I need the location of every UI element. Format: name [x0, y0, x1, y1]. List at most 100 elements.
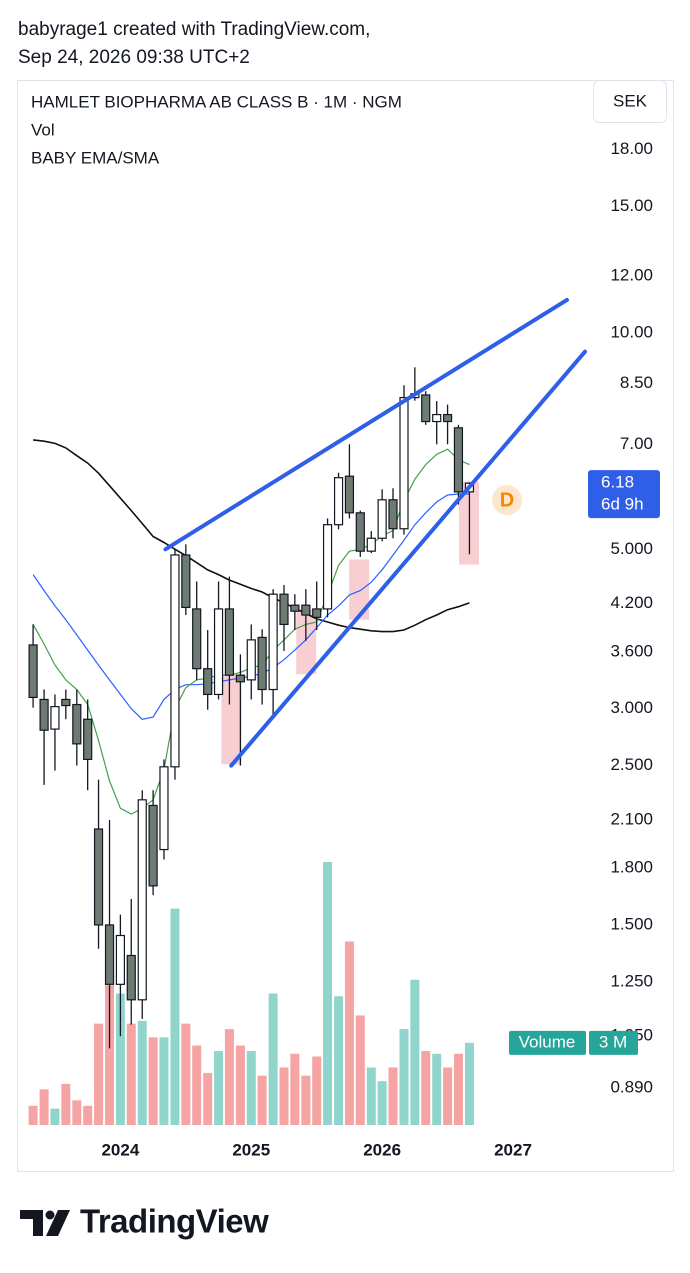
volume-bar — [203, 1072, 213, 1125]
candle-body — [104, 924, 115, 985]
volume-badge — [589, 1030, 638, 1055]
volume-bar — [137, 1020, 147, 1125]
candle-body — [421, 394, 431, 423]
volume-bar — [105, 985, 115, 1125]
candle-body — [148, 804, 158, 887]
candle-body — [333, 477, 344, 526]
volume-bar — [126, 1023, 136, 1125]
volume-bar — [355, 1015, 365, 1125]
candle-body — [159, 766, 169, 851]
volume-bar — [464, 1042, 474, 1125]
y-tick-label: 1.800 — [610, 858, 653, 877]
candle-body — [137, 799, 147, 1001]
y-tick-label: 12.00 — [610, 266, 653, 285]
indicator-line — [33, 439, 470, 633]
y-tick-label: 15.00 — [610, 196, 653, 215]
candle-body — [377, 499, 387, 539]
x-tick-label: 2026 — [363, 1140, 401, 1159]
volume-bar — [28, 1105, 38, 1125]
volume-bar — [224, 1029, 234, 1125]
candle-body — [290, 604, 300, 612]
volume-bar — [344, 941, 354, 1125]
y-tick-label: 4.200 — [610, 593, 653, 612]
y-tick-label: 2.500 — [610, 755, 653, 774]
indicator-label: BABY EMA/SMA — [31, 148, 160, 167]
candle-body — [93, 828, 104, 926]
volume-bar — [246, 1051, 256, 1125]
logo-icon — [20, 1210, 43, 1236]
volume-bar — [61, 1083, 71, 1125]
candle-body — [28, 644, 38, 699]
volume-bar — [388, 1067, 398, 1125]
volume-bar — [432, 1053, 442, 1125]
y-tick-label: 18.00 — [610, 139, 653, 158]
plot-layer — [28, 297, 587, 1125]
volume-bar — [377, 1081, 387, 1125]
candle-body — [83, 718, 93, 760]
candle-body — [39, 698, 49, 731]
y-tick-label: 10.00 — [610, 323, 653, 342]
volume-name: Volume — [519, 1032, 576, 1051]
event-label: D — [500, 489, 514, 511]
volume-bar — [39, 1089, 49, 1125]
trendline — [229, 349, 587, 768]
volume-bar — [453, 1053, 463, 1125]
y-tick-label: 1.500 — [610, 914, 653, 933]
volume-bar — [192, 1045, 202, 1125]
currency-label: SEK — [613, 91, 648, 110]
volume-bar — [421, 1051, 431, 1125]
event-badge — [491, 485, 522, 516]
volume-badge — [509, 1030, 586, 1055]
candle-body — [442, 413, 453, 423]
x-tick-label: 2027 — [494, 1140, 532, 1159]
candle-body — [257, 636, 267, 691]
volume-bar — [312, 1056, 322, 1125]
volume-bar — [159, 1037, 169, 1125]
header-date: Sep 24, 2026 09:38 UTC+2 — [18, 47, 250, 68]
highlight-zone — [221, 674, 242, 765]
logo: TradingView — [20, 1203, 270, 1240]
volume-bar — [50, 1108, 60, 1125]
x-tick-label: 2024 — [101, 1140, 139, 1159]
candle-body — [366, 537, 376, 552]
candle-body — [322, 524, 333, 610]
volume-bar — [170, 908, 180, 1125]
candle-body — [432, 413, 442, 423]
candle-body — [50, 705, 60, 730]
last-price-badge — [588, 470, 660, 519]
candle-body — [192, 608, 202, 670]
y-tick-label: 2.100 — [610, 809, 653, 828]
volume-bar — [290, 1053, 300, 1125]
logo-icon — [45, 1210, 55, 1220]
candle-body — [399, 397, 409, 530]
volume-bar — [115, 993, 125, 1125]
candle-body — [61, 698, 71, 707]
candle-body — [301, 604, 311, 616]
y-tick-label: 1.250 — [610, 971, 653, 990]
volume-bar — [235, 1045, 245, 1125]
y-tick-label: 0.890 — [610, 1077, 653, 1096]
indicator-label: Vol — [31, 120, 55, 139]
volume-bar — [94, 1023, 104, 1125]
volume-bar — [301, 1075, 311, 1125]
candle-body — [453, 427, 464, 493]
chart-title: HAMLET BIOPHARMA AB CLASS B · 1M · NGM — [31, 92, 402, 111]
volume-bar — [323, 862, 333, 1125]
volume-bar — [399, 1029, 409, 1125]
currency-button[interactable] — [593, 80, 667, 123]
candle-body — [170, 554, 180, 768]
logo-text: TradingView — [80, 1203, 269, 1240]
volume-bar — [72, 1100, 82, 1125]
header-author: babyrage1 created with TradingView.com, — [18, 19, 370, 40]
highlight-zone — [349, 559, 370, 620]
candle-body — [181, 554, 191, 609]
candle-body — [224, 608, 235, 676]
candle-body — [388, 499, 398, 530]
candle-body — [126, 954, 136, 1001]
volume-bar — [279, 1067, 289, 1125]
volume-bar — [443, 1067, 453, 1125]
y-tick-label: 5.000 — [610, 539, 653, 558]
volume-bar — [366, 1067, 376, 1125]
x-tick-label: 2025 — [232, 1140, 270, 1159]
candle-body — [72, 703, 82, 745]
